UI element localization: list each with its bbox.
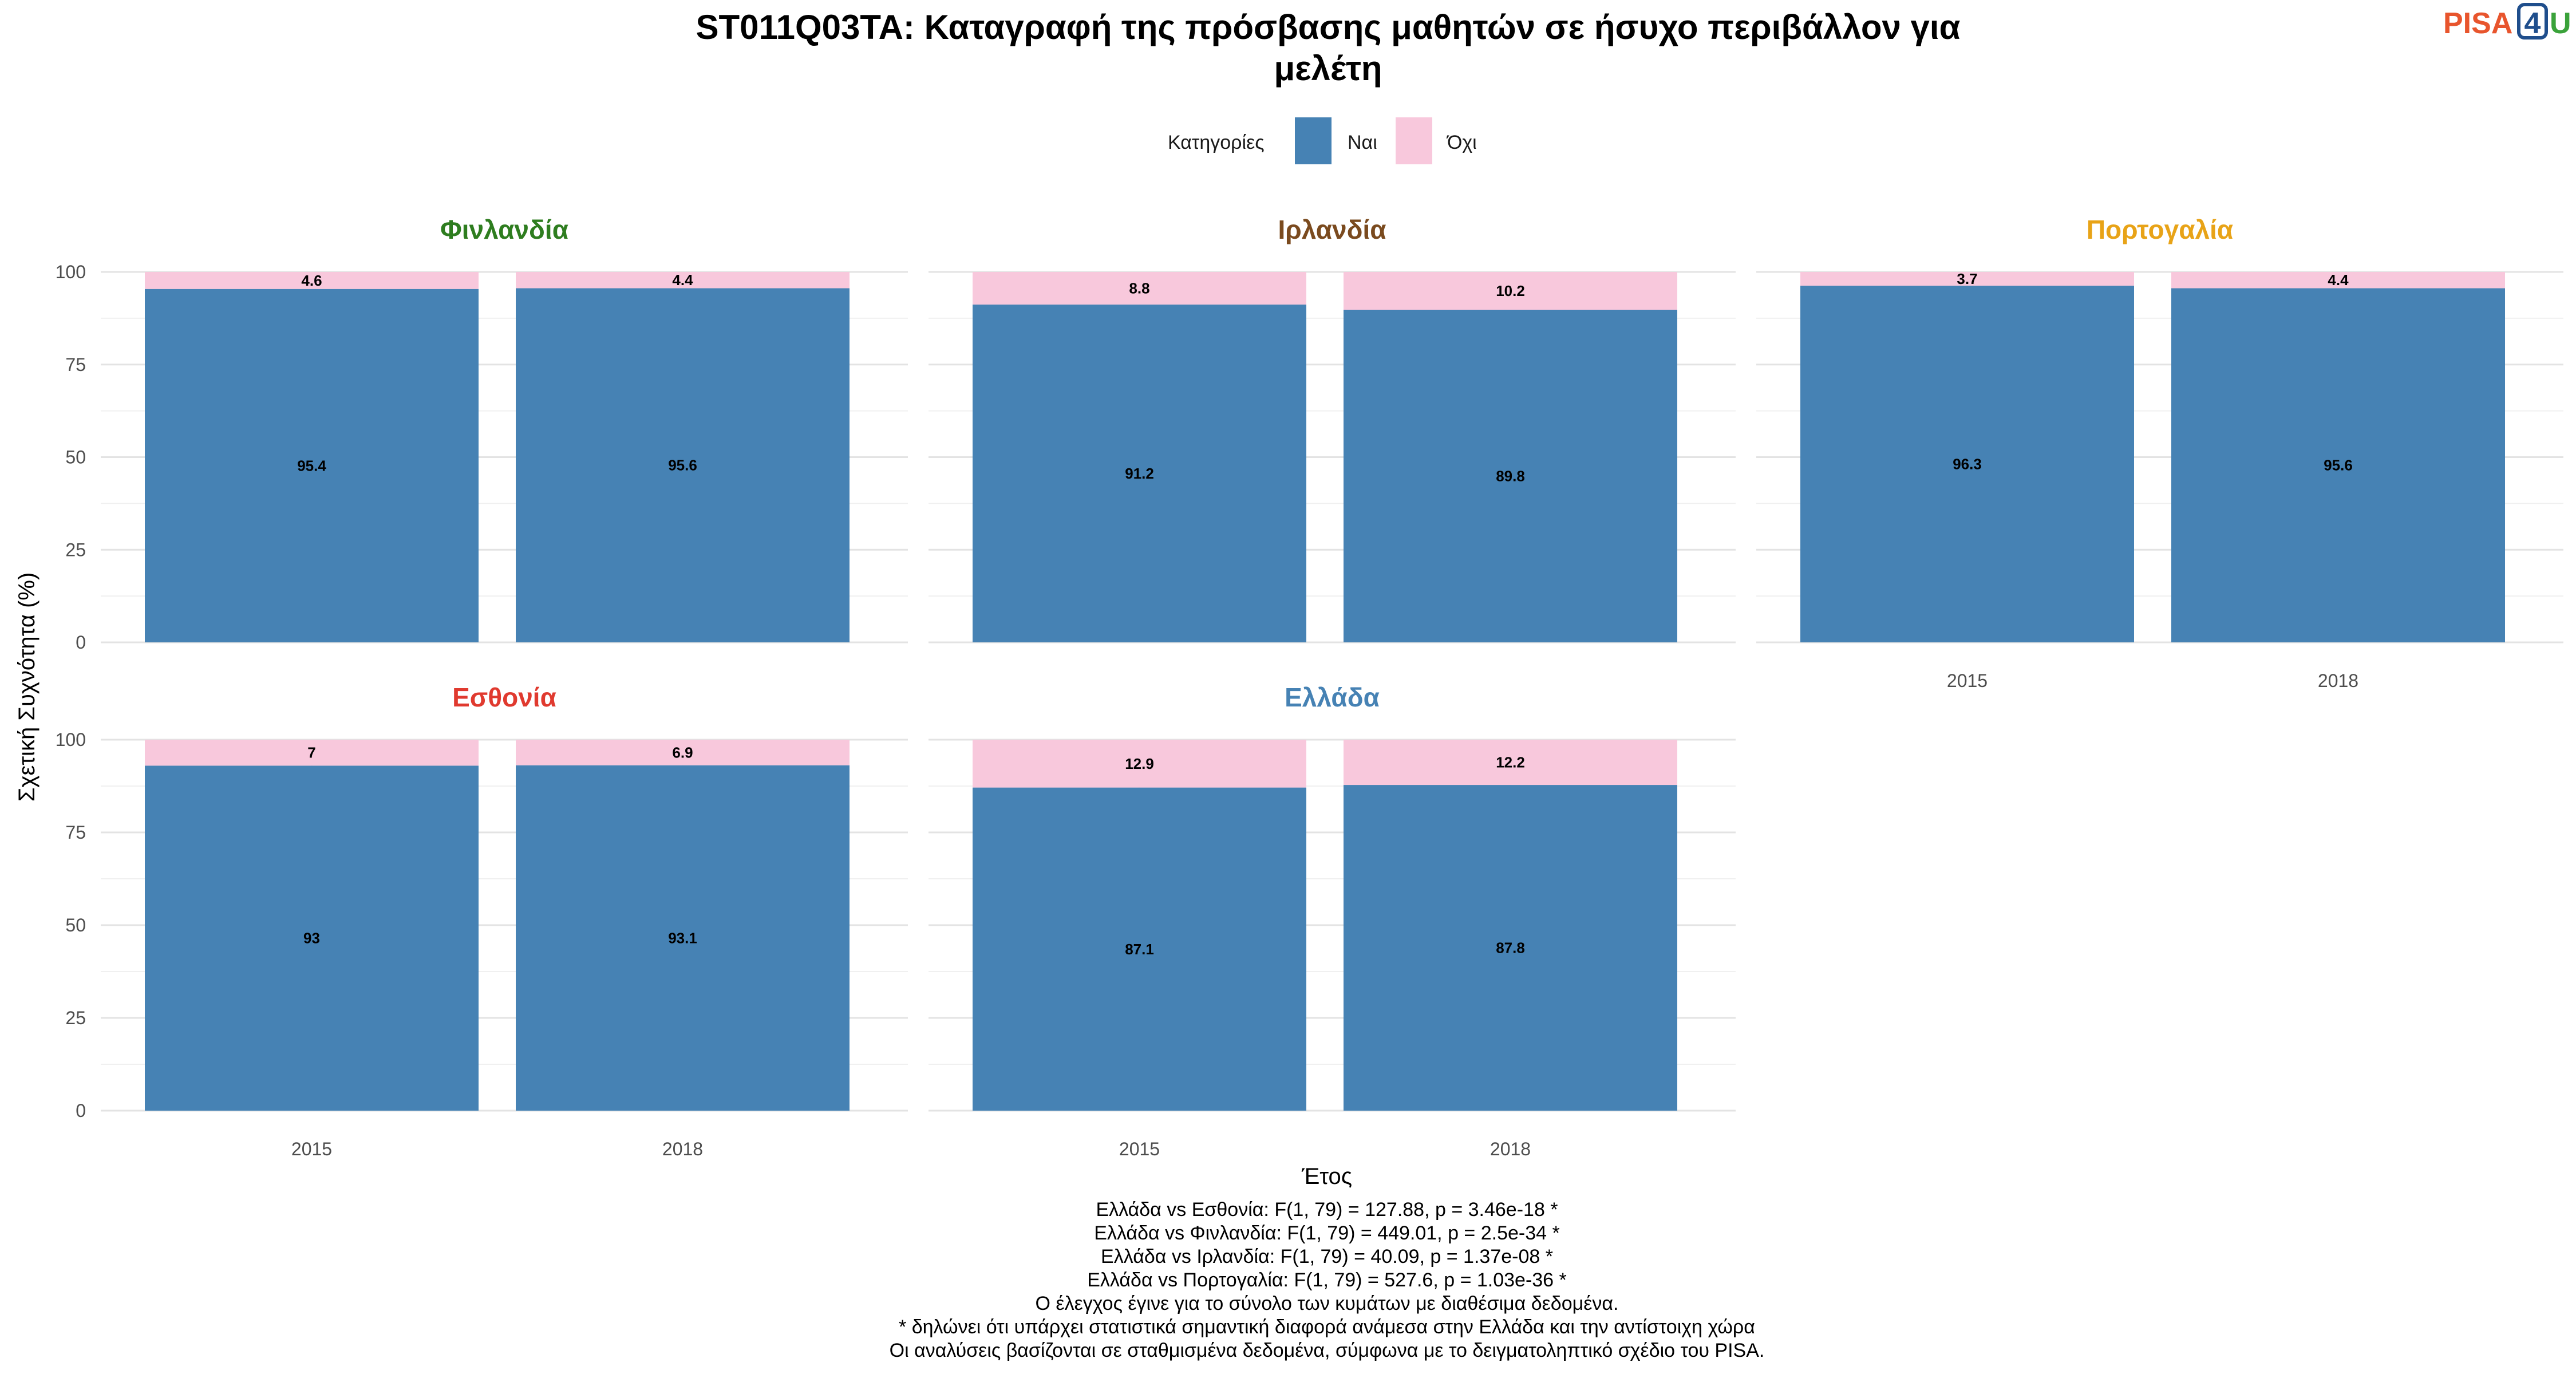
facet-panel: Ιρλανδία 91.2 8.8 89.8 10.2 xyxy=(929,215,1736,643)
y-tick-label: 100 xyxy=(56,729,86,750)
legend-label-no: Όχι xyxy=(1446,132,1477,153)
data-label-no: 7 xyxy=(307,744,315,761)
facet-panel: Πορτογαλία 96.3 3.7 95.6 4.4 2015 2018 xyxy=(1756,215,2563,691)
legend: Κατηγορίες Ναι Όχι xyxy=(1168,117,1477,164)
bar-yes xyxy=(1344,309,1677,642)
data-label-no: 8.8 xyxy=(1129,279,1149,297)
data-label-yes: 95.6 xyxy=(2324,457,2353,474)
caption: Ελλάδα vs Εσθονία: F(1, 79) = 127.88, p … xyxy=(890,1199,1765,1361)
data-label-yes: 96.3 xyxy=(1953,455,1982,472)
data-label-yes: 95.6 xyxy=(668,457,697,474)
legend-swatch-yes xyxy=(1295,117,1332,164)
y-tick-label: 75 xyxy=(65,354,86,375)
y-axis-label: Σχετική Συχνότητα (%) xyxy=(14,572,39,802)
y-tick-label: 25 xyxy=(65,1008,86,1028)
y-tick-label: 0 xyxy=(76,632,86,653)
bar-yes xyxy=(145,765,479,1111)
caption-line: * δηλώνει ότι υπάρχει στατιστικά σημαντι… xyxy=(899,1316,1755,1338)
logo-four-box xyxy=(2517,3,2548,40)
bar-yes xyxy=(1800,285,2134,643)
bar-yes xyxy=(973,787,1306,1111)
bar-no xyxy=(2171,272,2505,289)
bar-no xyxy=(973,740,1306,788)
facet-panel: Ελλάδα 87.1 12.9 87.8 12.2 2015 2018 xyxy=(929,682,1736,1159)
facet-panel: Φινλανδία 0 25 50 75 100 95.4 4.6 95.6 4.4 xyxy=(56,215,908,653)
legend-label-yes: Ναι xyxy=(1348,132,1377,153)
logo-wordmark: PISA xyxy=(2443,7,2512,40)
bar-no xyxy=(973,272,1306,305)
caption-line: Ο έλεγχος έγινε για το σύνολο των κυμάτω… xyxy=(1036,1293,1619,1314)
bar-no xyxy=(516,272,850,289)
data-label-yes: 89.8 xyxy=(1496,467,1525,484)
data-label-no: 4.4 xyxy=(672,271,693,289)
bar-no xyxy=(516,740,850,765)
logo-pisa-part: PISA xyxy=(2443,7,2512,40)
caption-line: Ελλάδα vs Πορτογαλία: F(1, 79) = 527.6, … xyxy=(1087,1269,1567,1291)
caption-line: Ελλάδα vs Φινλανδία: F(1, 79) = 449.01, … xyxy=(1094,1222,1559,1244)
bar-yes xyxy=(516,765,850,1111)
x-axis-label: Έτος xyxy=(1301,1164,1352,1189)
x-tick-label: 2015 xyxy=(1947,670,1988,691)
data-label-yes: 87.1 xyxy=(1125,941,1154,958)
facet-panel: Εσθονία 0 25 50 75 100 93 7 93.1 6.9 2015 2018 xyxy=(56,682,908,1159)
bar-yes xyxy=(973,304,1306,642)
x-tick-label: 2018 xyxy=(662,1139,703,1159)
caption-line: Ελλάδα vs Εσθονία: F(1, 79) = 127.88, p … xyxy=(1096,1199,1558,1221)
data-label-no: 12.9 xyxy=(1125,755,1154,772)
bar-yes xyxy=(2171,288,2505,642)
legend-swatch-no xyxy=(1396,117,1432,164)
bar-no xyxy=(145,272,479,289)
bar-yes xyxy=(1344,785,1677,1111)
y-tick-label: 50 xyxy=(65,915,86,935)
data-label-yes: 91.2 xyxy=(1125,465,1154,482)
facet-title: Πορτογαλία xyxy=(2087,215,2233,244)
data-label-no: 12.2 xyxy=(1496,754,1525,771)
data-label-no: 4.6 xyxy=(301,272,322,289)
data-label-yes: 93 xyxy=(303,930,320,947)
x-tick-label: 2015 xyxy=(1119,1139,1160,1159)
y-tick-label: 50 xyxy=(65,447,86,468)
data-label-no: 3.7 xyxy=(1957,270,1977,287)
y-tick-label: 25 xyxy=(65,539,86,560)
y-tick-label: 75 xyxy=(65,822,86,843)
data-label-yes: 87.8 xyxy=(1496,939,1525,957)
chart-title-line-2: μελέτη xyxy=(1274,49,1382,88)
bar-no xyxy=(1344,272,1677,310)
x-tick-label: 2018 xyxy=(2318,670,2358,691)
facet-title: Ιρλανδία xyxy=(1278,215,1386,244)
logo-four-part: 4 xyxy=(2524,7,2541,40)
chart-title-line-1: ST011Q03TA: Καταγραφή της πρόσβασης μαθη… xyxy=(696,8,1961,46)
facet-panels: Φινλανδία 0 25 50 75 100 95.4 4.6 95.6 4.4 Ιρλανδί… xyxy=(56,215,2563,1159)
bar-no xyxy=(1800,272,2134,286)
facet-title: Φινλανδία xyxy=(440,215,568,244)
data-label-no: 6.9 xyxy=(672,744,693,761)
caption-line: Οι αναλύσεις βασίζονται σε σταθμισμένα δ… xyxy=(890,1340,1765,1361)
data-label-yes: 95.4 xyxy=(297,457,326,474)
data-label-no: 4.4 xyxy=(2328,271,2349,289)
bar-yes xyxy=(516,288,850,642)
chart-title: ST011Q03TA: Καταγραφή της πρόσβασης μαθη… xyxy=(696,8,1961,88)
facet-title: Εσθονία xyxy=(452,682,556,712)
x-tick-label: 2018 xyxy=(1490,1139,1531,1159)
caption-line: Ελλάδα vs Ιρλανδία: F(1, 79) = 40.09, p … xyxy=(1101,1246,1553,1268)
y-tick-label: 100 xyxy=(56,262,86,282)
bar-yes xyxy=(145,289,479,643)
legend-title: Κατηγορίες xyxy=(1168,132,1265,153)
pisa4u-logo: PISA 4 U xyxy=(2443,3,2571,40)
x-tick-label: 2015 xyxy=(291,1139,332,1159)
y-tick-label: 0 xyxy=(76,1100,86,1121)
data-label-no: 10.2 xyxy=(1496,282,1525,299)
data-label-yes: 93.1 xyxy=(668,929,697,946)
facet-title: Ελλάδα xyxy=(1285,682,1380,712)
bar-no xyxy=(145,740,479,766)
bar-no xyxy=(1344,740,1677,785)
logo-u-part: U xyxy=(2550,7,2571,40)
